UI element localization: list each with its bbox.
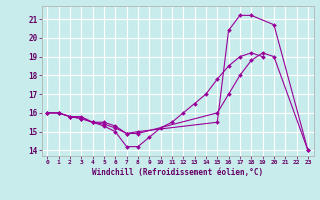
X-axis label: Windchill (Refroidissement éolien,°C): Windchill (Refroidissement éolien,°C): [92, 168, 263, 177]
